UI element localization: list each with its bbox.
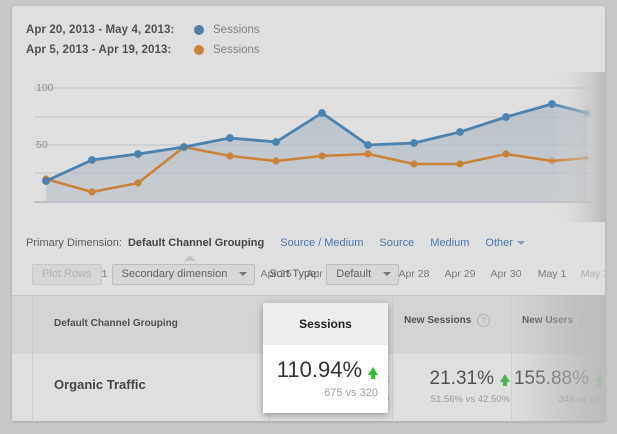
legend-date-range-previous: Apr 5, 2013 - Apr 19, 2013: xyxy=(26,44,172,56)
active-tab-pointer xyxy=(184,255,196,261)
cell-new-users-value: 155.88% xyxy=(513,368,589,389)
sessions-callout-popup: Sessions 110.94% 675 vs 320 xyxy=(263,303,388,413)
cell-new-sessions: 21.31% 51.56% vs 42.50% xyxy=(390,368,510,405)
cell-new-sessions-value: 21.31% xyxy=(429,368,494,389)
legend-date-range-current: Apr 20, 2013 - May 4, 2013: xyxy=(26,24,175,36)
primary-dimension-bar: Primary Dimension: Default Channel Group… xyxy=(12,230,605,256)
x-axis-tick-10: Apr 30 xyxy=(490,268,522,280)
column-header-new-users-label: New Users xyxy=(522,315,574,326)
trend-up-icon xyxy=(368,367,378,379)
legend-row-current: Apr 20, 2013 - May 4, 2013: Sessions xyxy=(26,20,260,40)
cell-new-sessions-sub: 51.56% vs 42.50% xyxy=(430,394,510,405)
sort-type-value: Default xyxy=(336,268,372,280)
x-axis-tick-12: May 2 xyxy=(580,268,605,280)
primary-dimension-tab-medium[interactable]: Medium xyxy=(430,237,470,249)
trend-up-icon xyxy=(595,374,605,386)
trend-up-icon xyxy=(500,374,510,386)
popup-sub: 675 vs 320 xyxy=(324,387,378,399)
legend-dot-previous xyxy=(194,45,204,55)
cell-new-users: 155.88% 348 vs 136 xyxy=(509,368,605,405)
sort-type-dropdown[interactable]: Default xyxy=(326,263,400,285)
primary-dimension-tab-source[interactable]: Source xyxy=(379,237,415,249)
sort-type-label: Sort Type: xyxy=(269,268,320,280)
popup-value: 110.94% xyxy=(276,357,362,382)
chart-canvas: 100 50 xyxy=(34,72,605,222)
primary-dimension-caption: Primary Dimension: xyxy=(26,237,122,249)
column-header-new-sessions-label: New Sessions xyxy=(404,315,472,326)
x-axis-tick-11: May 1 xyxy=(537,268,567,280)
x-axis-tick-9: Apr 29 xyxy=(444,268,476,280)
help-icon[interactable]: ? xyxy=(477,314,491,327)
cell-new-users-value-wrap: 155.88% xyxy=(509,368,605,390)
primary-dimension-other-dropdown[interactable]: Other xyxy=(485,237,525,249)
y-axis-label-50: 50 xyxy=(36,139,48,151)
legend-series-previous: Sessions xyxy=(213,44,260,56)
plot-rows-label: Plot Rows xyxy=(42,268,92,280)
column-header-new-users[interactable]: New Users ? xyxy=(522,314,593,327)
popup-title: Sessions xyxy=(263,303,388,345)
chart-legend: Apr 20, 2013 - May 4, 2013: Sessions Apr… xyxy=(26,20,260,60)
primary-dimension-active-tab[interactable]: Default Channel Grouping xyxy=(127,237,265,249)
column-header-new-sessions[interactable]: New Sessions ? xyxy=(404,314,491,327)
checkbox-column-header xyxy=(12,296,33,354)
row-dimension-value[interactable]: Organic Traffic xyxy=(54,377,146,392)
chevron-down-icon xyxy=(239,272,248,276)
cell-new-sessions-value-wrap: 21.31% xyxy=(390,368,510,390)
plot-rows-button[interactable]: Plot Rows xyxy=(32,263,102,285)
secondary-dimension-dropdown[interactable]: Secondary dimension xyxy=(111,263,256,285)
x-axis-tick-5: Apr 25 xyxy=(260,268,292,280)
column-header-dimension[interactable]: Default Channel Grouping xyxy=(54,318,178,329)
y-axis-label-100: 100 xyxy=(36,82,54,94)
row-checkbox-cell[interactable] xyxy=(12,354,33,421)
primary-dimension-tab-source-medium[interactable]: Source / Medium xyxy=(280,237,364,249)
help-icon[interactable]: ? xyxy=(579,314,593,327)
sessions-line-chart[interactable]: 100 50 xyxy=(12,72,605,280)
column-divider xyxy=(511,296,512,421)
legend-row-previous: Apr 5, 2013 - Apr 19, 2013: Sessions xyxy=(26,40,260,60)
primary-dimension-other-label: Other xyxy=(485,237,513,249)
x-axis-tick-8: Apr 28 xyxy=(398,268,430,280)
cell-new-users-sub: 348 vs 136 xyxy=(558,394,605,405)
secondary-dimension-label: Secondary dimension xyxy=(121,268,228,280)
chevron-down-icon xyxy=(383,272,392,276)
legend-series-current: Sessions xyxy=(213,24,260,36)
chevron-down-icon xyxy=(516,241,525,245)
table-toolbar: Plot Rows Secondary dimension Sort Type:… xyxy=(12,258,605,290)
legend-dot-current xyxy=(194,25,204,35)
chart-area-fill xyxy=(46,104,587,202)
popup-body: 110.94% 675 vs 320 xyxy=(263,345,388,399)
column-divider xyxy=(392,296,393,421)
popup-value-wrap: 110.94% xyxy=(263,357,378,383)
